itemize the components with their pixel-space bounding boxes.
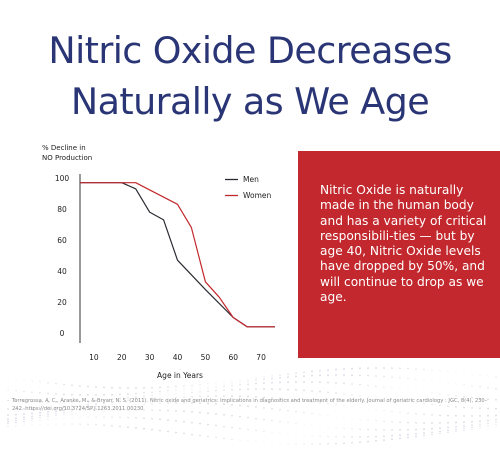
y-axis-label: % Decline in — [42, 144, 86, 152]
series-line-women — [80, 182, 275, 328]
y-tick-label: 0 — [60, 329, 65, 338]
x-tick-label: 70 — [256, 353, 266, 362]
x-tick-label: 50 — [201, 353, 211, 362]
y-axis-label: NO Production — [42, 154, 92, 162]
info-callout: Nitric Oxide is naturally made in the hu… — [298, 151, 500, 358]
y-tick-label: 40 — [57, 267, 67, 276]
x-tick-label: 20 — [117, 353, 127, 362]
legend-label-women: Women — [243, 191, 271, 200]
y-tick-label: 60 — [57, 236, 67, 245]
decorative-dot-pattern — [7, 367, 497, 445]
x-tick-label: 10 — [89, 353, 99, 362]
page-title-line-1: Nitric Oxide Decreases — [48, 29, 452, 72]
legend-label-men: Men — [243, 175, 259, 184]
y-tick-label: 100 — [55, 174, 70, 183]
x-tick-label: 60 — [228, 353, 238, 362]
x-tick-label: 30 — [145, 353, 155, 362]
y-tick-label: 20 — [57, 298, 67, 307]
x-axis-label: Age in Years — [157, 371, 203, 380]
callout-text: Nitric Oxide is naturally made in the hu… — [320, 183, 487, 305]
x-tick-label: 40 — [173, 353, 183, 362]
y-tick-label: 80 — [57, 205, 67, 214]
line-chart: % Decline in NO Production 0 20 40 60 80 100 10 2… — [42, 144, 275, 380]
dot-field — [7, 367, 497, 445]
page-title-line-2: Naturally as We Age — [70, 80, 430, 123]
citation: Torregrossa, A. C., Aranke, M., & Bryan,… — [12, 398, 488, 412]
